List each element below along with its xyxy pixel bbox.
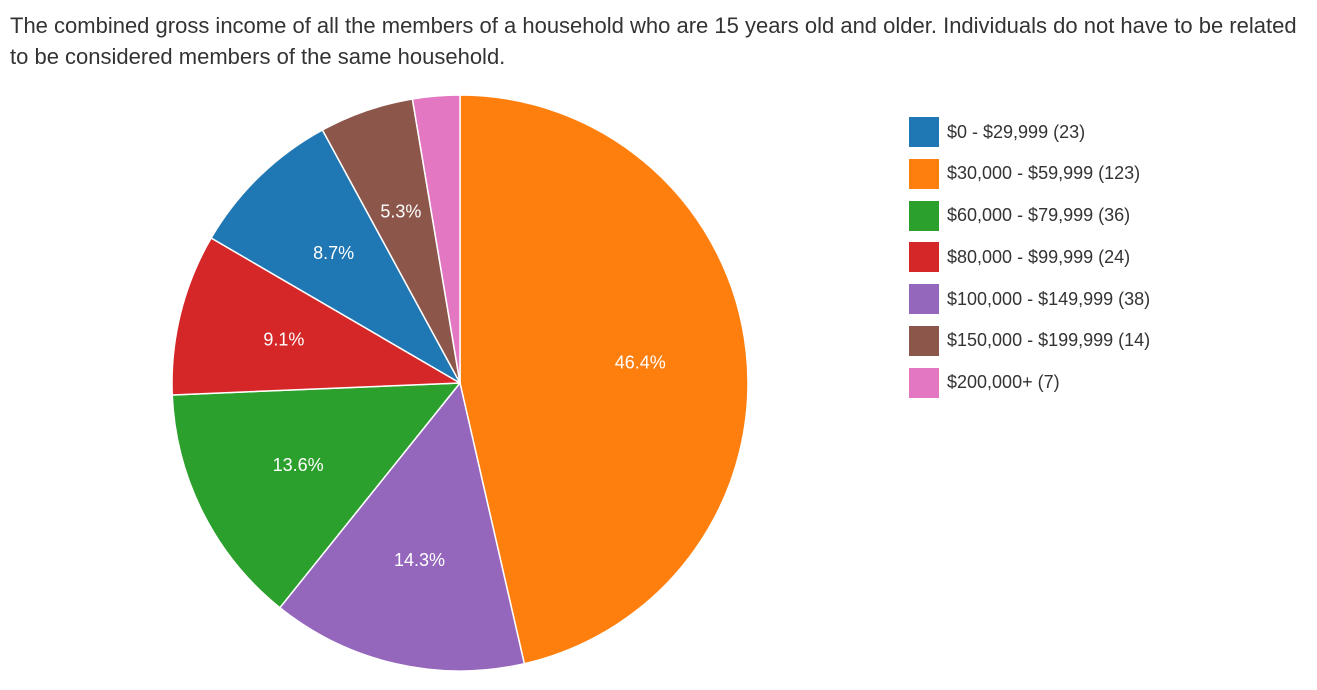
legend-swatch-4 [909,284,939,315]
legend-label-4: $100,000 - $149,999 (38) [947,288,1151,309]
chart-legend: $0 - $29,999 (23) $30,000 - $59,999 (123)… [909,117,1150,410]
legend-item-6[interactable]: $200,000+ (7) [909,367,1150,398]
legend-label-1: $30,000 - $59,999 (123) [947,163,1141,184]
legend-item-1[interactable]: $30,000 - $59,999 (123) [909,158,1150,189]
legend-swatch-1 [909,158,939,189]
pie-slices [171,94,749,672]
pie-slice-4[interactable] [279,382,526,672]
pie-slice-label-0: 8.7% [313,243,354,263]
pie-slice-2[interactable] [171,382,461,609]
pie-slice-3[interactable] [171,237,461,396]
pie-slice-label-1: 46.4% [615,353,666,373]
legend-label-5: $150,000 - $199,999 (14) [947,330,1151,351]
legend-item-3[interactable]: $80,000 - $99,999 (24) [909,242,1150,273]
pie-slice-label-2: 13.6% [273,455,324,475]
legend-item-0[interactable]: $0 - $29,999 (23) [909,117,1150,147]
legend-label-6: $200,000+ (7) [947,372,1060,393]
pie-slice-1[interactable] [459,94,749,665]
pie-slice-6[interactable] [411,94,461,384]
legend-label-3: $80,000 - $99,999 (24) [947,246,1131,267]
legend-swatch-2 [909,200,939,231]
pie-slice-label-5: 5.3% [380,201,421,221]
legend-item-4[interactable]: $100,000 - $149,999 (38) [909,284,1151,315]
legend-swatch-0 [909,117,939,147]
legend-item-5[interactable]: $150,000 - $199,999 (14) [909,325,1151,356]
pie-slice-label-4: 14.3% [394,550,445,570]
question-description: The combined gross income of all the mem… [10,13,1297,69]
legend-swatch-6 [909,367,939,398]
pie-slice-labels: 46.4% 14.3% 13.6% 9.1% 8.7% 5.3% [263,201,665,569]
legend-swatch-3 [909,242,939,273]
legend-label-2: $60,000 - $79,999 (36) [947,205,1131,226]
legend-swatch-5 [909,325,939,356]
pie-slice-label-3: 9.1% [263,329,304,349]
legend-label-0: $0 - $29,999 (23) [947,121,1086,142]
pie-slice-0[interactable] [210,129,461,384]
legend-item-2[interactable]: $60,000 - $79,999 (36) [909,200,1150,231]
